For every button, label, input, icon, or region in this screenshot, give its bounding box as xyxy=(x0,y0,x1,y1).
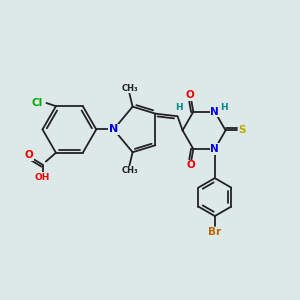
Text: CH₃: CH₃ xyxy=(121,84,138,93)
Text: S: S xyxy=(238,125,246,135)
Text: N: N xyxy=(210,107,219,117)
Text: N: N xyxy=(210,144,219,154)
Text: O: O xyxy=(186,90,194,100)
Text: H: H xyxy=(220,103,227,112)
Text: Br: Br xyxy=(208,227,221,238)
Text: CH₃: CH₃ xyxy=(121,166,138,175)
Text: H: H xyxy=(176,103,183,112)
Text: O: O xyxy=(186,160,195,170)
Text: OH: OH xyxy=(35,173,50,182)
Text: Cl: Cl xyxy=(31,98,42,108)
Text: N: N xyxy=(109,124,118,134)
Text: O: O xyxy=(25,150,34,160)
